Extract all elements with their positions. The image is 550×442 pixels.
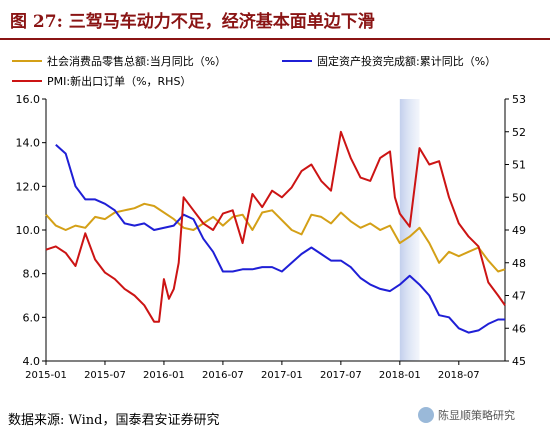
y-right-tick-label: 50 [512,191,526,204]
y-right-tick-label: 49 [512,224,526,237]
x-tick-label: 2018-01 [379,370,421,381]
y-right-tick-label: 46 [512,322,526,335]
source-note: 数据来源: Wind，国泰君安证券研究 [8,413,220,428]
x-tick-label: 2016-07 [202,370,244,381]
y-right-tick-label: 53 [512,93,526,106]
y-right-tick-label: 47 [512,290,526,303]
chart-area: 4.0 6.0 8.0 10.0 12.0 14.0 16.0 45 46 47 48 49 50 51 5… [0,40,550,395]
legend-label-1: 社会消费品零售总额:当月同比（%） [47,54,226,68]
series-line-3 [45,130,506,323]
wechat-icon [418,407,434,423]
title-bar: 图 27: 三驾马车动力不足，经济基本面单边下滑 [0,0,550,40]
legend-label-2: 固定资产投资完成额:累计同比（%） [317,54,496,68]
shaded-region [399,99,420,361]
y-left-tick-label: 8.0 [23,268,41,281]
x-tick-label: 2017-01 [261,370,303,381]
watermark: 陈显顺策略研究 [418,407,515,423]
y-left-tick-label: 10.0 [16,224,41,237]
x-tick-label: 2017-07 [320,370,362,381]
watermark-text: 陈显顺策略研究 [438,409,515,422]
x-tick-label: 2018-07 [438,370,480,381]
page-title: 图 27: 三驾马车动力不足，经济基本面单边下滑 [10,12,375,32]
y-right-tick-label: 52 [512,126,526,139]
y-left-tick-label: 6.0 [23,311,41,324]
y-left-tick-label: 14.0 [16,137,41,150]
line-chart: 4.0 6.0 8.0 10.0 12.0 14.0 16.0 45 46 47 48 49 50 51 5… [12,54,526,381]
series-line-2 [55,144,505,334]
x-tick-label: 2015-01 [25,370,67,381]
y-right-tick-label: 48 [512,257,526,270]
x-tick-label: 2016-01 [143,370,185,381]
y-left-tick-label: 4.0 [23,355,41,368]
x-tick-label: 2015-07 [84,370,126,381]
y-right-tick-label: 51 [512,159,526,172]
y-left-tick-label: 12.0 [16,180,41,193]
y-left-tick-label: 16.0 [16,93,41,106]
y-right-tick-label: 45 [512,355,526,368]
legend-label-3: PMI:新出口订单（%，RHS） [47,74,191,88]
series-line-1 [45,202,506,273]
